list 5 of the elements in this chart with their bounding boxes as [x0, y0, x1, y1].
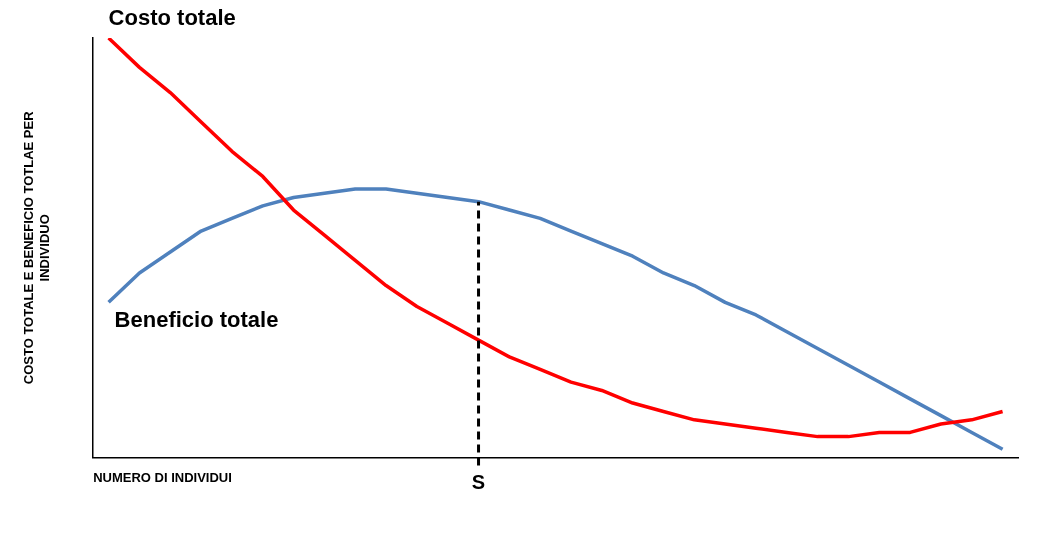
y-axis-title: COSTO TOTALE E BENEFICIO TOTLAE PER INDIVIDUO — [21, 110, 52, 385]
text: S — [471, 471, 486, 494]
series-label: Beneficio totale — [114, 307, 279, 333]
x-axis-title: NUMERO DI INDIVIDUI — [93, 469, 232, 485]
series-label: Costo totale — [108, 5, 236, 31]
